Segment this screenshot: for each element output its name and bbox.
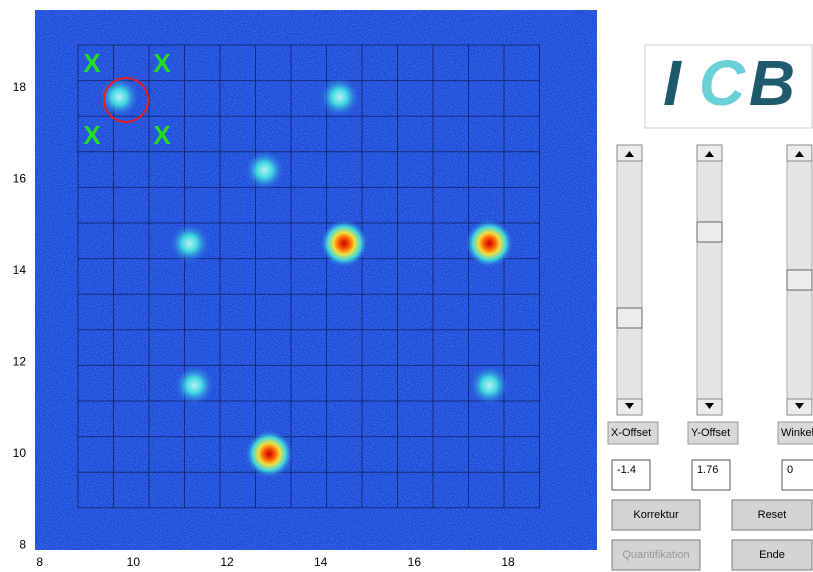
spot [170,223,210,263]
y-tick-label: 18 [13,80,27,94]
y-tick-label: 12 [13,355,27,369]
spot [174,365,214,405]
spot [245,430,293,478]
x-tick-label: 8 [36,555,43,569]
value-text: 0 [787,464,793,476]
slider-label: X-Offset [611,427,651,439]
scroll-thumb[interactable] [787,270,812,290]
logo-letter: C [699,47,746,119]
slider-label: Y-Offset [691,427,730,439]
x-tick-label: 14 [314,555,328,569]
button-label: Korrektur [633,509,679,521]
spot [320,219,368,267]
slider-label: Winkel [781,427,813,439]
image [35,10,597,550]
logo-letter: I [663,47,682,119]
spot [465,219,513,267]
y-tick-label: 8 [19,538,26,552]
logo: I C B [645,45,812,128]
value-text: -1.4 [617,464,636,476]
scroll-thumb[interactable] [617,308,642,328]
marker: X [83,120,101,150]
scrollbar-track[interactable] [617,145,642,415]
x-tick-label: 10 [127,555,141,569]
spot [99,77,139,117]
scrollbar-track[interactable] [697,145,722,415]
spot [319,77,359,117]
spot [469,365,509,405]
y-tick-label: 14 [13,263,27,277]
spot [244,150,284,190]
marker: X [153,48,171,78]
button-label: Quantifikation [622,549,689,561]
value-text: 1.76 [697,464,718,476]
marker: X [83,48,101,78]
button-label: Ende [759,549,785,561]
y-tick-label: 10 [13,446,27,460]
y-tick-label: 16 [13,171,27,185]
scroll-thumb[interactable] [697,222,722,242]
marker: X [153,120,171,150]
x-tick-label: 16 [408,555,422,569]
logo-letter: B [749,47,795,119]
app-window: I C B X-Offset -1.4 Y-Offset 1.76 Winkel 0 Kor… [0,0,813,572]
x-tick-label: 18 [501,555,515,569]
button-label: Reset [758,509,787,521]
x-tick-label: 12 [220,555,234,569]
